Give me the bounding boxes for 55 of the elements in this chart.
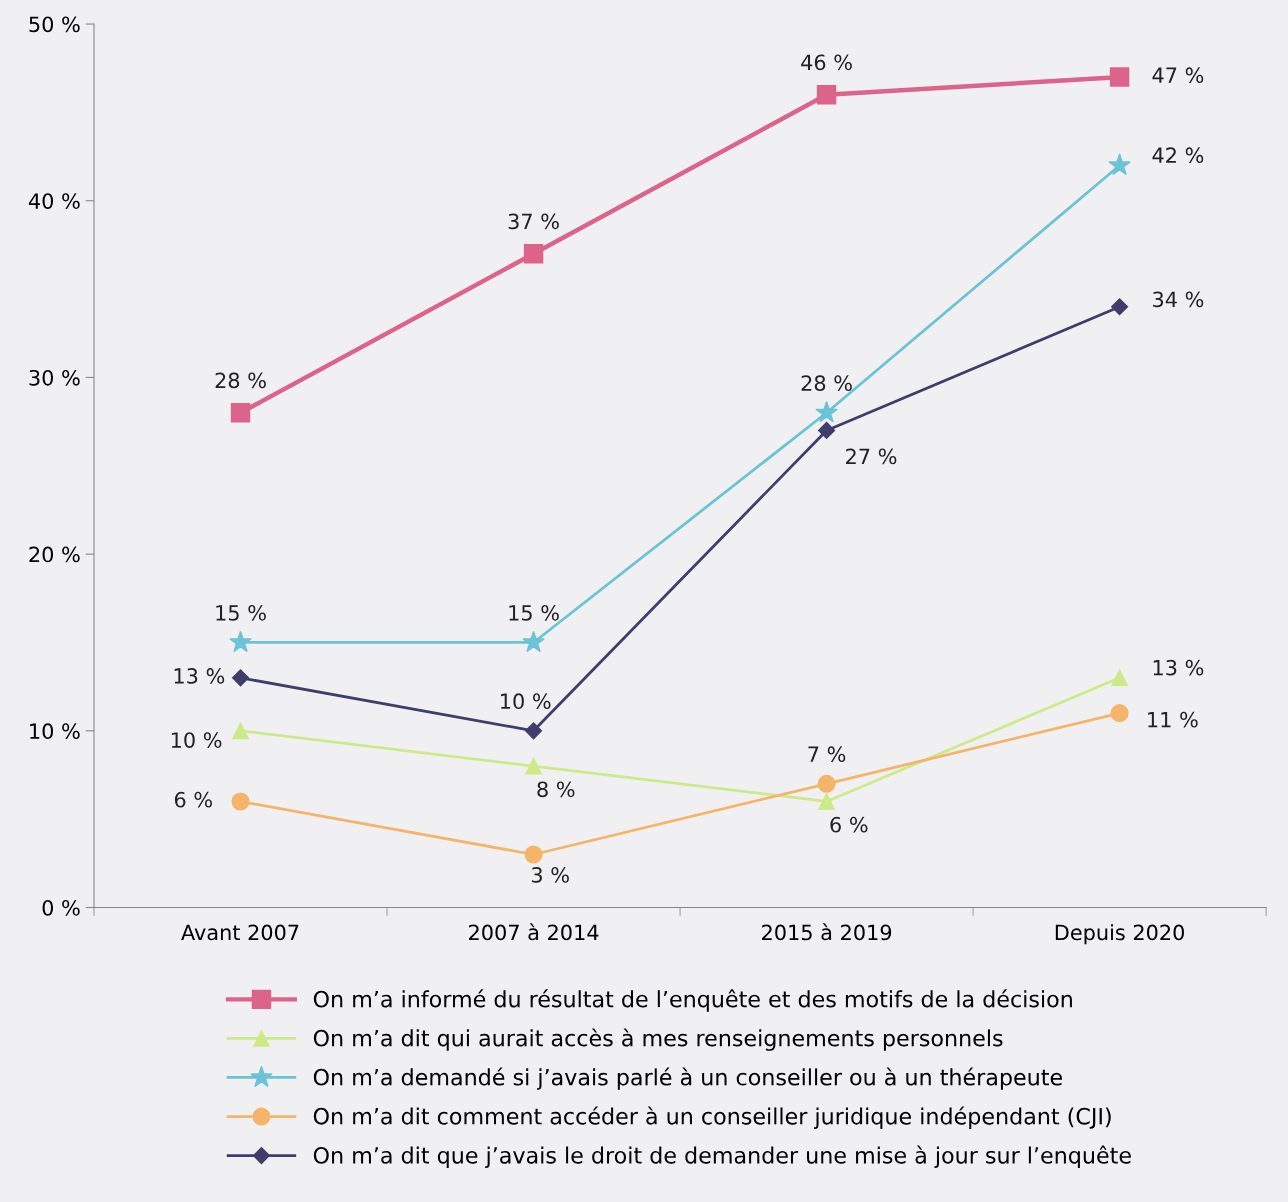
- point: [817, 774, 836, 793]
- point: [524, 845, 543, 864]
- point: [818, 793, 835, 810]
- legend-label: On m’a dit comment accéder à un conseiller juridique indépendant (CJI): [313, 1106, 1111, 1129]
- point: [229, 630, 252, 653]
- data-label: 13 %: [1153, 659, 1204, 676]
- point: [230, 403, 251, 423]
- legend-label: On m’a demandé si j’avais parlé à un conseiller ou à un thérapeute: [313, 1067, 1062, 1090]
- data-label: 28 %: [215, 372, 266, 389]
- point: [525, 757, 542, 775]
- y-tick-label: 30 %: [29, 369, 80, 386]
- data-label: 10 %: [501, 693, 551, 710]
- x-tick-label: 2015 à 2019: [762, 923, 892, 941]
- point: [815, 400, 838, 423]
- data-label: 6 %: [830, 816, 868, 833]
- x-tick-label: Avant 2007: [181, 924, 299, 941]
- data-label: 34 %: [1153, 291, 1204, 308]
- point: [232, 722, 249, 740]
- point: [1111, 669, 1128, 687]
- point: [1111, 298, 1129, 316]
- y-tick-label: 20 %: [29, 546, 80, 563]
- data-label: 42 %: [1152, 147, 1204, 164]
- x-tick-label: Depuis 2020: [1055, 924, 1184, 945]
- point: [525, 722, 543, 740]
- x-tick-label: 2007 à 2014: [469, 923, 599, 941]
- data-label: 10 %: [171, 732, 222, 748]
- data-label: 15 %: [509, 604, 559, 621]
- data-label: 11 %: [1148, 711, 1198, 728]
- legend-label: On m’a dit qui aurait accès à mes renseignements personnels: [313, 1028, 1003, 1051]
- point: [231, 669, 250, 687]
- data-label: 37 %: [508, 213, 559, 230]
- point: [231, 792, 250, 811]
- data-label: 47 %: [1152, 67, 1204, 84]
- point: [1109, 67, 1130, 87]
- data-label: 15 %: [216, 604, 266, 621]
- point: [816, 84, 837, 105]
- data-label: 46 %: [801, 54, 852, 71]
- data-label: 13 %: [174, 668, 225, 684]
- point: [818, 421, 836, 439]
- data-label: 3 %: [531, 867, 569, 883]
- data-label: 8 %: [537, 781, 575, 798]
- y-tick-label: 40 %: [28, 193, 80, 209]
- data-label: 7 %: [808, 746, 846, 763]
- data-label: 6 %: [174, 791, 212, 808]
- point: [522, 630, 545, 653]
- y-tick-label: 50 %: [29, 16, 80, 33]
- y-tick-label: 10 %: [30, 723, 80, 740]
- point: [523, 244, 544, 264]
- point: [1108, 153, 1131, 176]
- legend-label: On m’a dit que j’avais le droit de demander une mise à jour sur l’enquête: [313, 1145, 1131, 1168]
- data-label: 27 %: [846, 448, 897, 465]
- data-label: 28 %: [801, 375, 852, 392]
- y-tick-label: 0 %: [42, 899, 80, 916]
- legend-label: On m’a informé du résultat de l’enquête et des motifs de la décision: [313, 989, 1072, 1012]
- point: [1110, 704, 1129, 723]
